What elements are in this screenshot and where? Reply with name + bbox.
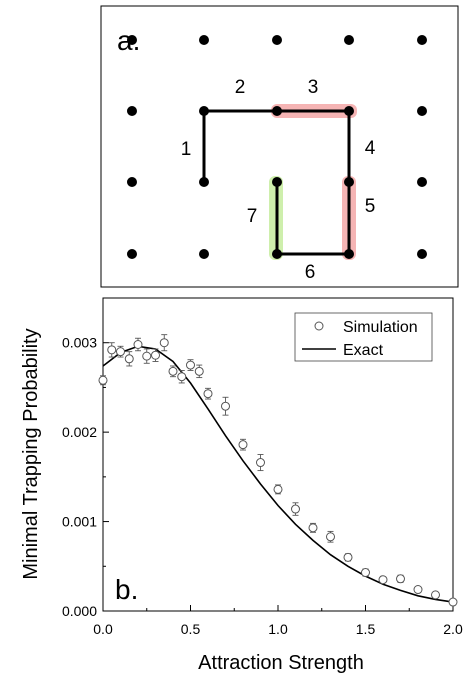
- y-axis-ticks: 0.000 0.001 0.002 0.003: [62, 335, 109, 619]
- legend-simulation-marker: [314, 321, 324, 331]
- simulation-point: [194, 366, 204, 376]
- y-tick-label: 0.000: [62, 603, 97, 619]
- edge-label-5: 5: [365, 196, 376, 217]
- lattice-dot: [127, 35, 137, 45]
- edge-label-4: 4: [365, 138, 376, 159]
- lattice-dot: [344, 249, 354, 259]
- simulation-point: [273, 484, 283, 494]
- lattice-dot: [272, 177, 282, 187]
- simulation-point: [343, 552, 353, 562]
- y-tick-label: 0.001: [62, 514, 97, 530]
- simulation-point: [431, 590, 440, 600]
- edge-label-1: 1: [181, 139, 192, 160]
- simulation-point: [168, 366, 178, 376]
- lattice-dot: [417, 249, 427, 259]
- lattice-dot: [344, 177, 354, 187]
- simulation-point: [291, 504, 300, 514]
- simulation-point: [238, 440, 248, 450]
- x-tick-label: 1.5: [356, 621, 376, 637]
- lattice-dot: [417, 106, 427, 116]
- x-tick-label: 1.0: [268, 621, 288, 637]
- lattice-dot: [344, 106, 354, 116]
- simulation-point: [308, 523, 318, 533]
- simulation-point: [116, 347, 125, 357]
- simulation-point: [133, 340, 143, 350]
- x-tick-label: 2.0: [443, 621, 463, 637]
- lattice-diagram: a. 1 2 3 4 5 6 7: [100, 5, 459, 288]
- simulation-point: [413, 585, 423, 595]
- lattice-dot: [199, 106, 209, 116]
- lattice-dots: [127, 35, 427, 259]
- simulation-point: [396, 574, 405, 584]
- panel-b-label: b.: [115, 574, 138, 605]
- simulation-point: [98, 375, 108, 385]
- simulation-point: [151, 350, 160, 360]
- lattice-dot: [344, 35, 354, 45]
- lattice-dot: [127, 106, 137, 116]
- lattice-dot: [272, 249, 282, 259]
- lattice-dot: [199, 35, 209, 45]
- x-axis-ticks: 0.0 0.5 1.0 1.5 2.0: [93, 605, 463, 637]
- lattice-dot: [127, 249, 137, 259]
- simulation-point: [378, 575, 388, 585]
- legend: Simulation Exact: [294, 312, 433, 362]
- simulation-point: [107, 345, 117, 355]
- lattice-dot: [199, 249, 209, 259]
- simulation-point: [221, 401, 230, 411]
- x-tick-label: 0.5: [181, 621, 201, 637]
- simulation-point: [159, 338, 169, 348]
- legend-box: [294, 312, 433, 362]
- edge-label-3: 3: [308, 77, 319, 98]
- y-axis-label: Minimal Trapping Probability: [20, 328, 42, 579]
- simulation-point: [124, 354, 134, 364]
- y-tick-label: 0.002: [62, 424, 97, 440]
- x-tick-label: 0.0: [93, 621, 113, 637]
- lattice-dot: [417, 35, 427, 45]
- simulation-point: [177, 372, 187, 382]
- simulation-points: [98, 334, 458, 607]
- legend-exact-label: Exact: [343, 342, 384, 359]
- edge-label-6: 6: [305, 262, 316, 283]
- x-axis-label: Attraction Strength: [198, 652, 364, 674]
- lattice-dot: [272, 35, 282, 45]
- simulation-point: [448, 597, 458, 607]
- simulation-point: [256, 458, 265, 468]
- simulation-point: [142, 351, 152, 361]
- legend-simulation-label: Simulation: [343, 319, 418, 336]
- edge-label-2: 2: [235, 77, 246, 98]
- lattice-dot: [199, 177, 209, 187]
- trapping-chart: 0.000 0.001 0.002 0.003 0.0 0.5 1.0 1.5 2.0 Sim…: [20, 297, 463, 674]
- simulation-point: [326, 532, 335, 542]
- exact-curve: [102, 345, 454, 603]
- edge-label-7: 7: [247, 206, 258, 227]
- lattice-dot: [272, 106, 282, 116]
- lattice-dot: [417, 177, 427, 187]
- simulation-point: [186, 360, 195, 370]
- simulation-point: [203, 389, 213, 399]
- panel-a-label: a.: [117, 25, 140, 56]
- y-tick-label: 0.003: [62, 335, 97, 351]
- lattice-dot: [127, 177, 137, 187]
- simulation-point: [361, 568, 370, 578]
